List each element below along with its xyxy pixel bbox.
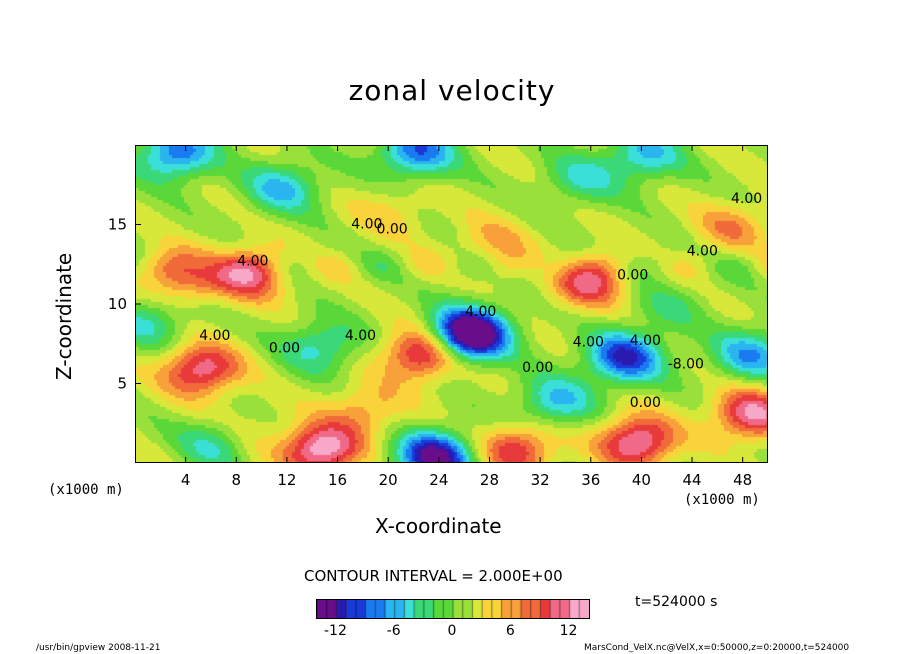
x-tick-label: 24 — [429, 471, 448, 489]
contour-label: 4.00 — [465, 304, 496, 320]
x-tick-label: 8 — [232, 471, 242, 489]
colorbar-tick-label: 12 — [559, 623, 578, 639]
x-tick-label: 40 — [632, 471, 651, 489]
contour-label: 4.00 — [630, 333, 661, 349]
y-tick-label: 5 — [117, 375, 127, 393]
contour-label: 4.00 — [237, 253, 268, 269]
x-tick-label: 4 — [181, 471, 191, 489]
contour-interval-label: CONTOUR INTERVAL = 2.000E+00 — [304, 567, 563, 585]
contour-label: 0.00 — [377, 221, 408, 237]
colorbar-tick-label: 0 — [447, 623, 457, 639]
y-tick-label: 10 — [108, 295, 127, 313]
footer-left: /usr/bin/gpview 2008-11-21 — [36, 643, 161, 653]
colorbar — [316, 599, 590, 619]
contour-label: 4.00 — [351, 217, 382, 233]
contour-label: 0.00 — [630, 395, 661, 411]
x-tick-label: 48 — [733, 471, 752, 489]
x-tick-label: 28 — [480, 471, 499, 489]
contour-label: 0.00 — [522, 360, 553, 376]
x-tick-label: 36 — [581, 471, 600, 489]
x-tick-label: 44 — [682, 471, 701, 489]
x-unit-right: (x1000 m) — [684, 492, 760, 508]
colorbar-tick-label: -6 — [386, 623, 401, 639]
x-tick-label: 16 — [328, 471, 347, 489]
contour-label: 4.00 — [573, 334, 604, 350]
colorbar-tick-label: -12 — [323, 623, 347, 639]
contour-label: 0.00 — [269, 341, 300, 357]
x-tick-label: 12 — [277, 471, 296, 489]
y-axis-title: Z-coordinate — [52, 252, 76, 380]
contour-label: 4.00 — [731, 191, 762, 207]
x-tick-label: 32 — [531, 471, 550, 489]
contour-label: 4.00 — [687, 244, 718, 260]
x-unit-left: (x1000 m) — [48, 482, 124, 498]
contour-label: 4.00 — [345, 328, 376, 344]
y-tick-label: 15 — [108, 216, 127, 234]
contour-label: 4.00 — [199, 328, 230, 344]
contour-field — [136, 146, 767, 462]
footer-right: MarsCond_VelX.nc@VelX,x=0:50000,z=0:2000… — [584, 643, 850, 653]
contour-label: -8.00 — [668, 357, 704, 373]
colorbar-tick-label: 6 — [505, 623, 515, 639]
chart-title: zonal velocity — [348, 74, 556, 107]
time-label: t=524000 s — [635, 594, 718, 610]
x-axis-title: X-coordinate — [375, 514, 502, 538]
x-tick-label: 20 — [379, 471, 398, 489]
colorbar-gradient — [316, 599, 590, 619]
contour-overlay: 4.000.004.004.000.004.004.004.004.000.00… — [199, 191, 762, 411]
contour-label: 0.00 — [617, 268, 648, 284]
plot-area: 4.00 0.00 4.00 4.00 0.00 4.00 4.00 4.00 4.00 0.00… — [135, 145, 768, 463]
